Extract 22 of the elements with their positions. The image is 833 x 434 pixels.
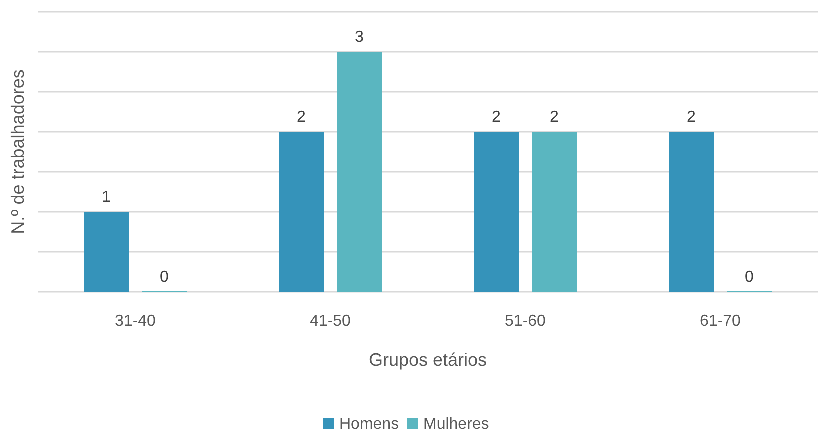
legend-label: Mulheres bbox=[424, 416, 490, 433]
data-label: 2 bbox=[550, 109, 560, 126]
bar bbox=[337, 52, 382, 292]
x-tick-label: 61-70 bbox=[700, 313, 742, 330]
data-label: 2 bbox=[492, 109, 502, 126]
bar bbox=[532, 132, 577, 292]
data-label: 2 bbox=[297, 109, 306, 126]
x-tick-label: 51-60 bbox=[505, 313, 546, 330]
data-label: 2 bbox=[687, 109, 696, 126]
x-tick-label: 31-40 bbox=[115, 313, 156, 330]
data-label: 0 bbox=[745, 269, 754, 286]
x-tick-label: 41-50 bbox=[310, 313, 352, 330]
data-label: 3 bbox=[355, 29, 364, 46]
y-axis-title: N.º de trabalhadores bbox=[8, 70, 28, 234]
data-label: 1 bbox=[102, 189, 112, 206]
data-label: 0 bbox=[160, 269, 170, 286]
x-axis-title: Grupos etários bbox=[368, 350, 488, 370]
legend-label: Homens bbox=[340, 416, 400, 433]
bar bbox=[84, 212, 129, 292]
bar bbox=[474, 132, 519, 292]
bar bbox=[279, 132, 324, 292]
bar bbox=[669, 132, 714, 292]
